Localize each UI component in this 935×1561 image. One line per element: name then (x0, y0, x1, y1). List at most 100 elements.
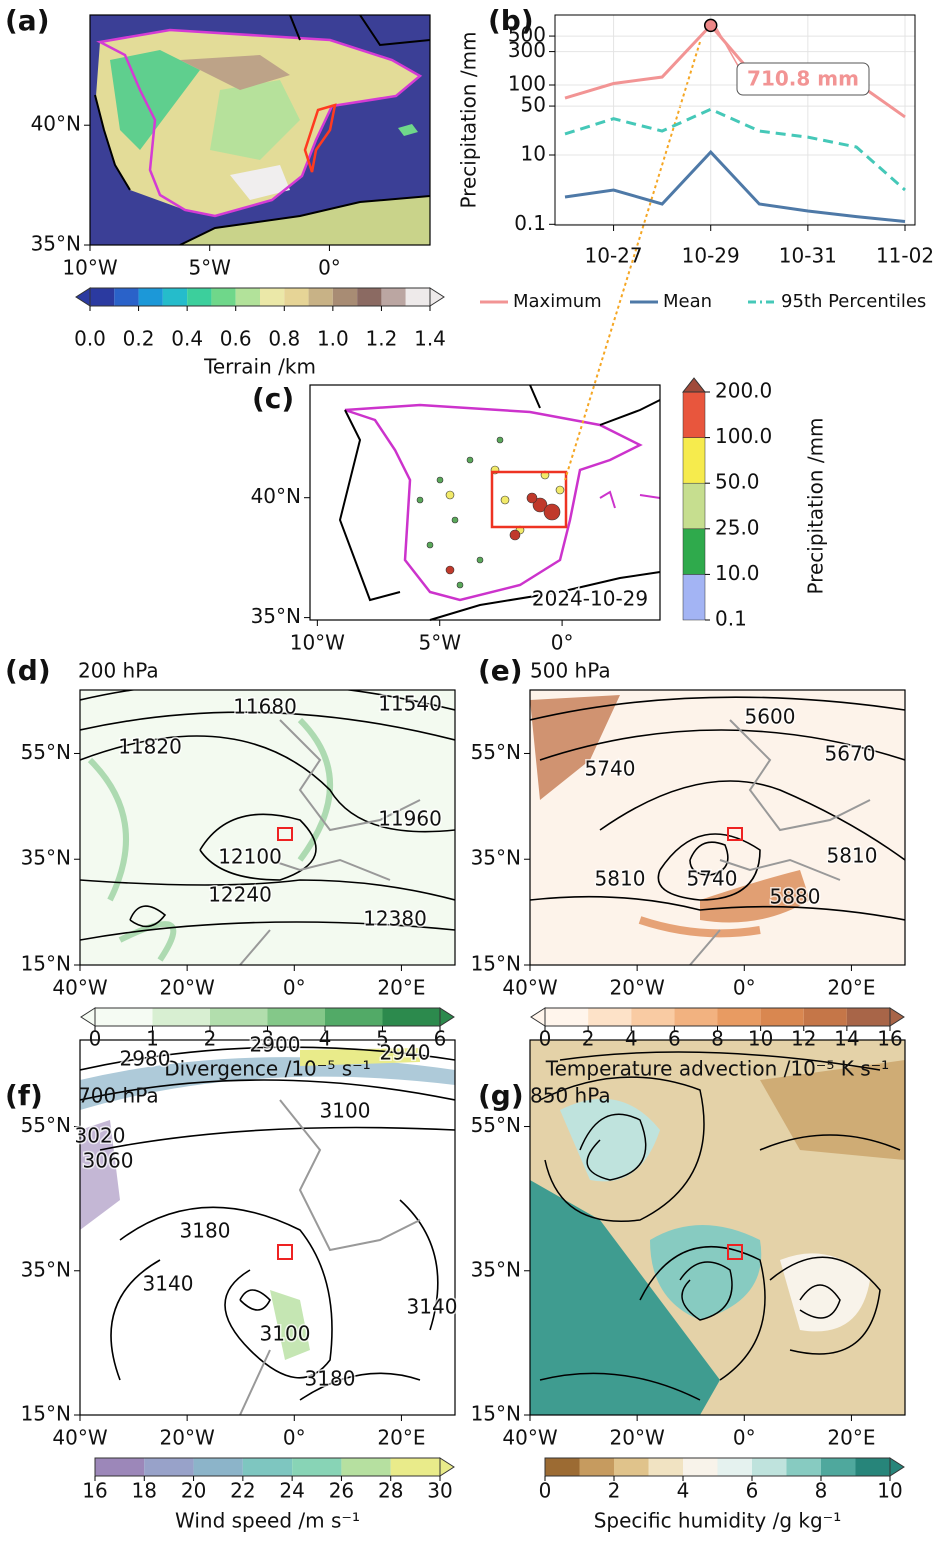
y-tick-label: 55°N (21, 740, 71, 764)
panel-title: 500 hPa (530, 659, 611, 683)
colorbar-extend (80, 1007, 96, 1027)
colorbar-segment (579, 1458, 614, 1476)
y-tick-label: 55°N (471, 1113, 521, 1137)
connector (564, 41, 701, 481)
colorbar-segment (631, 1008, 675, 1026)
colorbar-segment (325, 1008, 383, 1026)
y-tick-label: 35°N (31, 232, 81, 256)
colorbar-segment (332, 288, 358, 306)
contour-label: 5810 (827, 844, 878, 868)
colorbar-tick-label: 0 (539, 1027, 552, 1051)
y-tick-label: 15°N (471, 1402, 521, 1426)
x-tick-label: 20°E (827, 976, 875, 1000)
contour-label: 3140 (407, 1295, 458, 1319)
x-tick-label: 10-29 (682, 244, 740, 268)
colorbar-segment (292, 1458, 342, 1476)
series-line (564, 107, 906, 192)
contour-label: 11540 (378, 692, 442, 716)
colorbar-tick-label: 0 (89, 1027, 102, 1051)
contour-label: 5600 (745, 705, 796, 729)
colorbar-tick-label: 1.0 (317, 327, 349, 351)
map-frame (309, 384, 661, 621)
colorbar-extend (429, 287, 445, 307)
colorbar-tick-label: 3 (261, 1027, 274, 1051)
colorbar-segment (211, 288, 236, 306)
x-tick-label: 0° (283, 976, 306, 1000)
colorbar-segment (187, 288, 212, 306)
panel-label: (a) (5, 4, 50, 37)
colorbar-tick-label: 6 (746, 1479, 759, 1503)
panel-title: 850 hPa (530, 1084, 611, 1108)
y-tick-label: 40°N (251, 484, 301, 508)
colorbar-segment (821, 1458, 856, 1476)
x-tick-label: 10-27 (585, 244, 643, 268)
colorbar-tick-label: 0.0 (74, 327, 106, 351)
x-tick-label: 0° (733, 1426, 756, 1450)
plot-frame (554, 14, 916, 226)
colorbar-tick-label: 6 (434, 1027, 447, 1051)
x-tick-label: 20°W (610, 1426, 665, 1450)
colorbar-segment (308, 288, 333, 306)
contour-label: 5810 (595, 867, 646, 891)
colorbar-tick-label: 0 (539, 1479, 552, 1503)
colorbar-tick-label: 4 (319, 1027, 332, 1051)
panel-label: (b) (488, 4, 534, 37)
map-700hpa (80, 1040, 455, 1415)
colorbar-tick-label: 8 (711, 1027, 724, 1051)
y-tick-label: 300 (508, 38, 546, 62)
contour-label: 12240 (208, 883, 272, 907)
station-map-decor (338, 384, 661, 621)
map-850hpa (530, 1040, 905, 1415)
y-tick-label: 15°N (21, 1402, 71, 1426)
colorbar-extend (530, 1007, 546, 1027)
colorbar-segment (114, 288, 139, 306)
colorbar-segment (267, 1008, 325, 1026)
colorbar-frame (94, 1457, 441, 1477)
colorbar-tick-label: 0.4 (171, 327, 203, 351)
y-tick-label: 35°N (471, 846, 521, 870)
colorbar-label: Terrain /km (203, 355, 316, 379)
colorbar-tick-label: 22 (230, 1479, 255, 1503)
panel-title: 700 hPa (78, 1084, 159, 1108)
station-map (310, 385, 660, 620)
legend-label: Mean (663, 291, 712, 312)
colorbar-segment (193, 1458, 243, 1476)
y-tick-label: 35°N (251, 604, 301, 628)
colorbar-segment (260, 288, 285, 306)
colorbar-segment (855, 1458, 890, 1476)
colorbar-tick-label: 8 (815, 1479, 828, 1503)
colorbar-segment (717, 1458, 752, 1476)
y-tick-label: 55°N (471, 740, 521, 764)
colorbar-tick-label: 18 (132, 1479, 157, 1503)
colorbar-segment (242, 1458, 293, 1476)
colorbar-segment (152, 1008, 210, 1026)
colorbar-segment (95, 1008, 153, 1026)
y-tick-label: 40°N (31, 112, 81, 136)
colorbar-tick-label: 10.0 (715, 561, 760, 585)
panel-label: (e) (478, 654, 523, 687)
colorbar-tick-label: 4 (625, 1027, 638, 1051)
contour-label: 3020 (75, 1124, 126, 1148)
y-tick-label: 35°N (21, 1257, 71, 1281)
contour-label: 3180 (305, 1367, 356, 1391)
colorbar-extend (889, 1457, 905, 1477)
colorbar-segment (162, 288, 188, 306)
colorbar-tick-label: 12 (791, 1027, 816, 1051)
x-tick-label: 0° (318, 256, 341, 280)
colorbar-segment (357, 288, 382, 306)
colorbar-segment (284, 288, 309, 306)
annotation-box (736, 62, 870, 96)
x-tick-label: 40°W (502, 976, 557, 1000)
colorbar-label: Precipitation /mm (804, 417, 828, 594)
map-frame (529, 689, 906, 966)
contour-label: 12380 (363, 907, 427, 931)
panel-title: 200 hPa (78, 659, 159, 683)
contour-label: 5670 (825, 742, 876, 766)
x-tick-label: 40°W (502, 1426, 557, 1450)
colorbar-tick-label: 26 (329, 1479, 354, 1503)
colorbar-tick-label: 100.0 (715, 424, 772, 448)
colorbar-label: Wind speed /m s⁻¹ (175, 1509, 360, 1533)
contour-label: 11960 (378, 807, 442, 831)
colorbar-tick-label: 2 (608, 1479, 621, 1503)
